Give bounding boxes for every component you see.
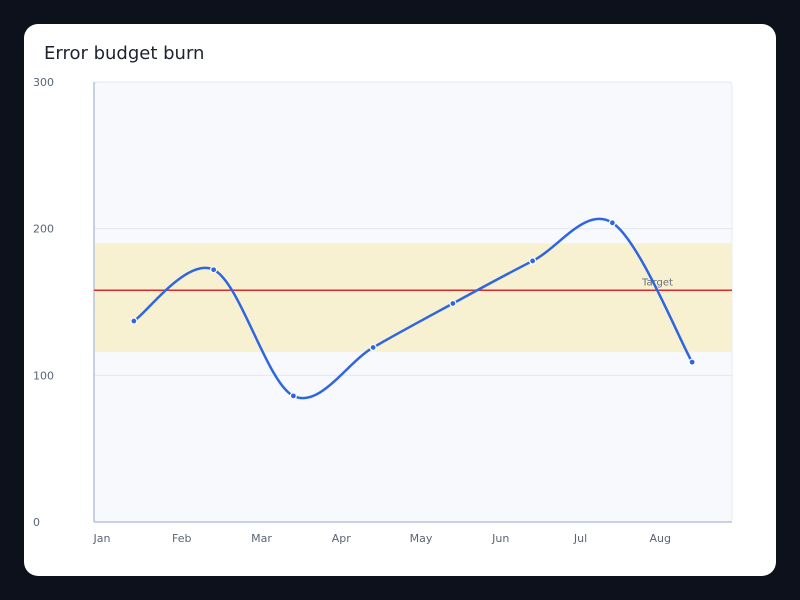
x-tick-label: May [410,532,433,545]
y-tick-label: 200 [33,223,54,236]
chart-card: Error budget burn 0 100 200 300 Jan Feb Mar Apr… [24,24,776,576]
y-tick-label: 0 [33,516,40,529]
x-tick-label: Aug [650,532,671,545]
x-tick-label: Jan [93,532,111,545]
x-tick-label: Feb [172,532,191,545]
target-band [94,243,732,352]
y-tick-label: 100 [33,369,54,382]
data-point [449,299,457,308]
x-tick-label: Apr [332,532,352,545]
data-point [210,266,218,274]
x-tick-label: Jul [573,532,587,545]
data-point [529,257,537,265]
data-point [130,317,138,325]
chart-title: Error budget burn [44,43,205,64]
y-tick-label: 300 [33,76,54,89]
x-tick-label: Jun [491,532,509,545]
line-chart: 0 100 200 300 Jan Feb Mar Apr May Jun Jul Aug Target [33,76,733,545]
data-point [369,343,377,352]
data-point [608,219,616,227]
target-line-label: Target [641,277,673,288]
data-point [289,392,297,400]
x-tick-label: Mar [251,532,272,545]
data-point [688,358,696,366]
